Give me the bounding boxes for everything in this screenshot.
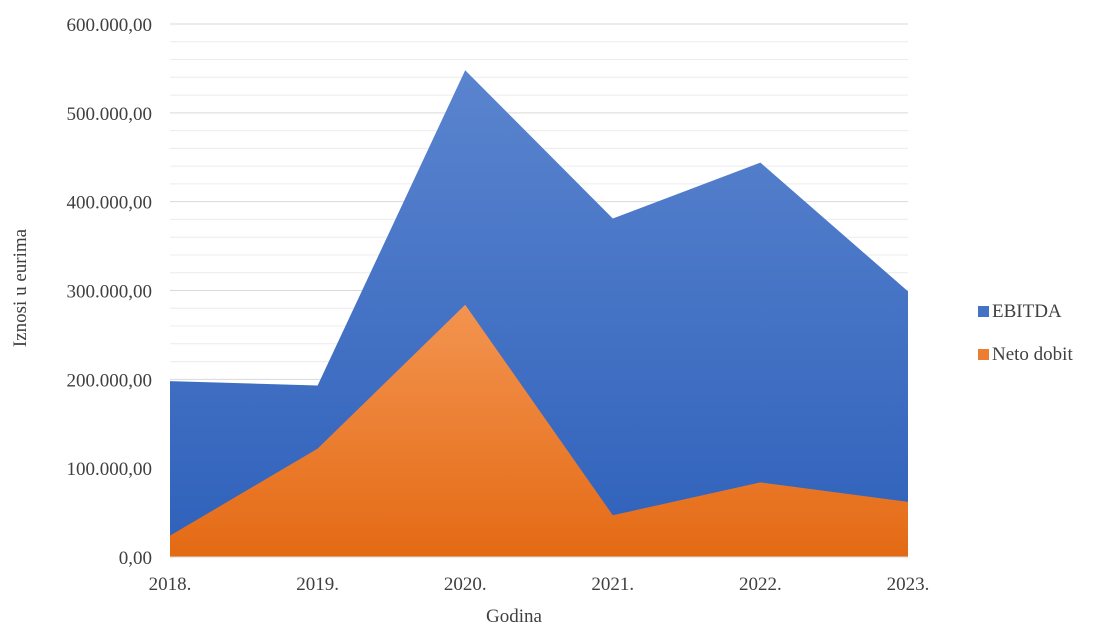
x-tick-label: 2022. <box>739 574 782 595</box>
x-tick-label: 2021. <box>591 574 634 595</box>
area-neto-dobit <box>170 304 908 557</box>
x-tick-label: 2020. <box>444 574 487 595</box>
x-tick-label: 2018. <box>149 574 192 595</box>
y-tick-label: 500.000,00 <box>67 104 153 125</box>
x-tick-label: 2023. <box>887 574 930 595</box>
series-areas <box>170 70 908 558</box>
x-axis-tick-labels: 2018. 2019. 2020. 2021. 2022. 2023. <box>149 574 930 595</box>
x-tick-label: 2019. <box>296 574 339 595</box>
y-axis-title: Iznosi u eurima <box>10 228 31 347</box>
legend: EBITDA Neto dobit <box>978 301 1073 365</box>
y-tick-label: 200.000,00 <box>67 370 153 391</box>
x-axis-title: Godina <box>486 606 543 627</box>
y-tick-label: 100.000,00 <box>67 459 153 480</box>
y-tick-label: 400.000,00 <box>67 193 153 214</box>
y-tick-label: 300.000,00 <box>67 282 153 303</box>
y-tick-label: 600.000,00 <box>67 15 153 36</box>
legend-swatch <box>978 306 989 317</box>
legend-label: Neto dobit <box>992 344 1073 365</box>
y-tick-label: 0,00 <box>119 548 152 569</box>
y-axis-tick-labels: 0,00 100.000,00 200.000,00 300.000,00 400.00… <box>67 15 153 569</box>
legend-label: EBITDA <box>992 301 1062 322</box>
legend-swatch <box>978 349 989 360</box>
